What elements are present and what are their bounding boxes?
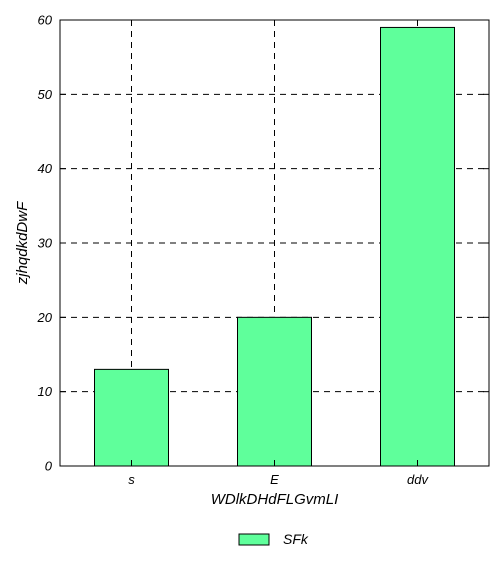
y-axis-ticks: 0 10 20 30 40 50 60 [37,13,489,474]
legend: SFk [238,531,309,547]
y-axis-title: zjhqdkdDwF [14,201,31,285]
bar-ddv [380,26,455,467]
bars [94,26,455,467]
y-tick-label: 30 [38,236,53,251]
legend-label: SFk [283,531,309,547]
y-tick-label: 20 [37,310,53,325]
legend-swatch [238,533,270,546]
y-tick-label: 60 [38,13,53,28]
x-axis-title: WDlkDHdFLGvmLI [211,491,339,508]
x-tick-label: E [270,472,279,487]
y-tick-label: 50 [38,87,53,102]
bar-E [237,316,312,467]
x-tick-label: ddv [407,472,429,487]
y-tick-label: 10 [38,384,53,399]
y-tick-label: 0 [45,459,53,474]
x-tick-label: s [128,472,135,487]
bar-s [94,368,169,467]
y-tick-label: 40 [38,161,53,176]
